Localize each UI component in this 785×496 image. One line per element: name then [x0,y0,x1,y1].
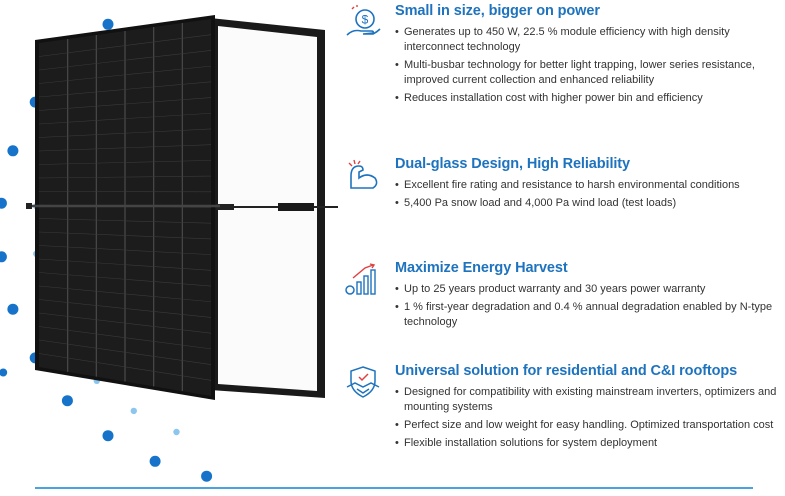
list-item: Designed for compatibility with existing… [395,385,785,415]
decorative-dot [130,407,137,415]
list-item: Perfect size and low weight for easy han… [395,418,785,433]
dollar-hand-icon: $ [346,5,381,36]
panel-back [210,18,338,398]
list-item: Flexible installation solutions for syst… [395,436,785,451]
feature-title: Universal solution for residential and C… [395,363,738,379]
feature-bullets: Up to 25 years product warranty and 30 y… [395,282,785,333]
decorative-dot [149,455,161,467]
decorative-dot [0,251,7,263]
feature-bullets: Designed for compatibility with existing… [395,385,785,454]
list-item: Generates up to 450 W, 22.5 % module eff… [395,25,785,55]
list-item: Multi-busbar technology for better light… [395,58,785,88]
flexed-arm-icon [348,159,378,189]
feature-title: Maximize Energy Harvest [395,260,568,276]
decorative-dot [102,18,114,30]
feature-bullets: Excellent fire rating and resistance to … [395,178,785,214]
decorative-dot [201,470,213,482]
feature-title: Small in size, bigger on power [395,3,600,19]
list-item: 1 % first-year degradation and 0.4 % ann… [395,300,785,330]
decorative-dot [7,303,19,315]
handshake-shield-icon [346,366,380,398]
svg-text:$: $ [362,13,369,27]
panel-front [26,15,220,400]
list-item: Reduces installation cost with higher po… [395,91,785,106]
decorative-dot [102,430,114,442]
solar-panel-illustration [26,15,338,400]
decorative-dot [7,145,19,157]
decorative-dot [0,368,8,377]
decorative-dot [173,428,180,436]
junction-box-icon [278,203,314,211]
bar-chart-growth-icon [345,263,376,295]
decorative-dot [0,197,7,209]
feature-bullets: Generates up to 450 W, 22.5 % module eff… [395,25,785,109]
list-item: Excellent fire rating and resistance to … [395,178,785,193]
bottom-divider [35,487,753,489]
decorative-dot [61,395,73,407]
feature-title: Dual-glass Design, High Reliability [395,156,630,172]
list-item: Up to 25 years product warranty and 30 y… [395,282,785,297]
list-item: 5,400 Pa snow load and 4,000 Pa wind loa… [395,196,785,211]
